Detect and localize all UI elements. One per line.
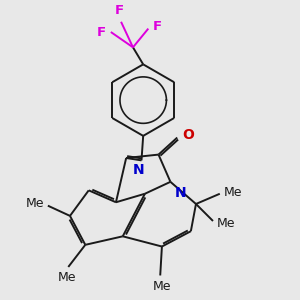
Text: N: N [133,163,145,177]
Text: Me: Me [57,271,76,284]
Text: F: F [97,26,106,38]
Text: Me: Me [217,217,236,230]
Text: Me: Me [224,185,242,199]
Text: F: F [152,20,161,33]
Text: N: N [175,186,186,200]
Text: F: F [115,4,124,17]
Text: O: O [182,128,194,142]
Text: Me: Me [26,197,44,211]
Text: Me: Me [153,280,171,292]
